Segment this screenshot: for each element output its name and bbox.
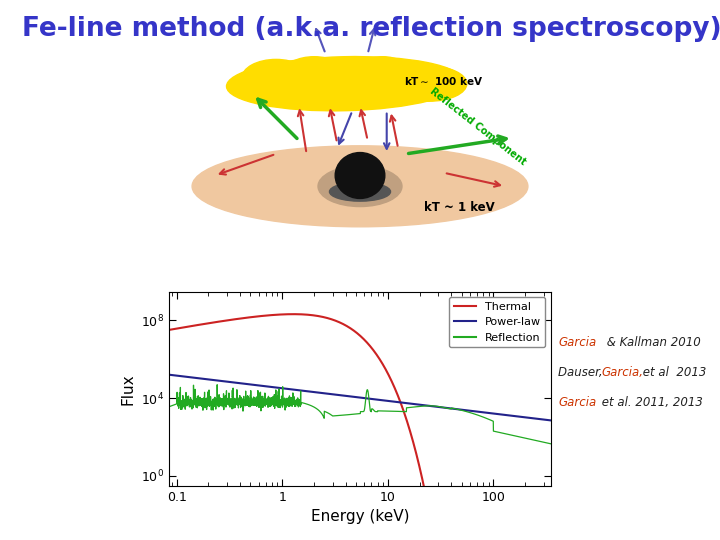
X-axis label: Energy (keV): Energy (keV) (311, 509, 409, 524)
Text: Reflected Component: Reflected Component (428, 86, 528, 167)
Reflection (231, 398, 240, 404)
Line: Power-law: Power-law (169, 375, 551, 421)
Text: Fe-line method (a.k.a. reflection spectroscopy): Fe-line method (a.k.a. reflection spectr… (22, 16, 720, 42)
Y-axis label: Flux: Flux (121, 373, 136, 404)
Power-law (208, 377, 217, 383)
Reflection (546, 441, 555, 447)
Text: Garcia: Garcia (558, 336, 596, 349)
Power-law (498, 411, 506, 418)
Thermal (311, 313, 320, 319)
Thermal (165, 327, 174, 333)
Text: et al. 2011, 2013: et al. 2011, 2013 (598, 396, 703, 409)
Legend: Thermal, Power-law, Reflection: Thermal, Power-law, Reflection (449, 297, 545, 347)
Power-law (539, 416, 548, 423)
Reflection (539, 439, 548, 446)
Ellipse shape (227, 57, 463, 111)
Reflection (498, 430, 507, 436)
Ellipse shape (284, 57, 345, 89)
Thermal (289, 311, 297, 318)
Text: et al  2013: et al 2013 (639, 366, 707, 379)
Text: Garcia,: Garcia, (602, 366, 644, 379)
Text: kT$\sim$ 100 keV: kT$\sim$ 100 keV (404, 75, 484, 87)
Text: Garcia: Garcia (558, 396, 596, 409)
Thermal (328, 316, 336, 323)
Power-law (328, 391, 336, 397)
Text: Dauser,: Dauser, (558, 366, 606, 379)
Ellipse shape (242, 59, 310, 97)
Ellipse shape (356, 57, 410, 89)
Reflection (328, 413, 336, 419)
Ellipse shape (336, 152, 384, 198)
Ellipse shape (390, 66, 467, 102)
Reflection (208, 402, 217, 408)
Reflection (165, 403, 174, 410)
Power-law (165, 372, 174, 378)
Power-law (546, 417, 555, 424)
Reflection (311, 405, 320, 411)
Line: Thermal: Thermal (169, 314, 551, 540)
Power-law (231, 380, 240, 386)
Power-law (311, 389, 320, 395)
Line: Reflection: Reflection (169, 384, 551, 444)
Text: & Kallman 2010: & Kallman 2010 (603, 336, 701, 349)
Thermal (208, 319, 217, 326)
Text: kT ~ 1 keV: kT ~ 1 keV (424, 201, 495, 214)
Thermal (231, 316, 240, 322)
Ellipse shape (192, 146, 528, 227)
Ellipse shape (318, 166, 402, 206)
Reflection (213, 381, 222, 388)
Ellipse shape (330, 183, 390, 201)
